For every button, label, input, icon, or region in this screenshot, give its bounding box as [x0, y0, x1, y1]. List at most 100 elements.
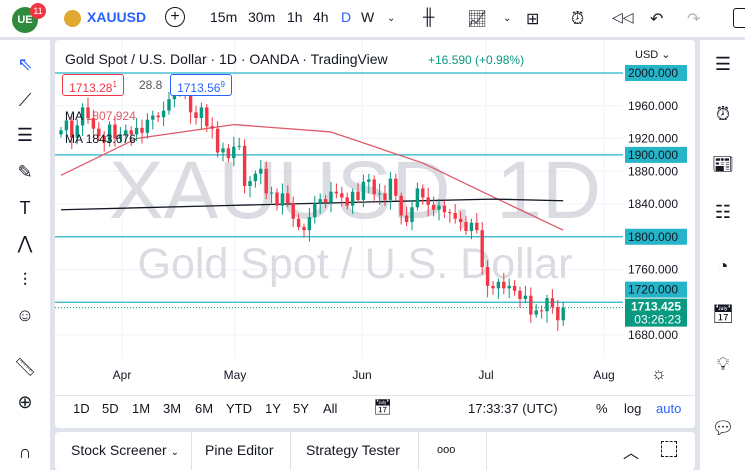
range-5d[interactable]: 5D [102, 401, 119, 416]
collapse-chevron-icon[interactable]: ︿ [623, 445, 640, 462]
fullscreen-icon[interactable] [733, 8, 745, 28]
candle [318, 193, 322, 214]
range-3m[interactable]: 3M [163, 401, 182, 416]
candle-body [97, 128, 101, 137]
watchlist-icon[interactable]: ☰ [714, 54, 732, 74]
add-symbol-button[interactable]: + [165, 7, 185, 27]
chart-title: Gold Spot / U.S. Dollar · 1D · OANDA · T… [65, 51, 388, 67]
candle-body [550, 298, 555, 308]
tab-strategy-tester[interactable]: Strategy Tester [306, 442, 400, 458]
indicators-icon[interactable]: 📈︎ [467, 11, 488, 28]
candle-body [426, 197, 430, 205]
chart-panel[interactable]: XAUUSD, 1D Gold Spot / U.S. Dollar 1960.00… [55, 40, 695, 428]
prediction-icon[interactable]: ⫶ [22, 270, 28, 290]
range-all[interactable]: All [323, 401, 338, 416]
candle [86, 97, 90, 124]
candle-body [394, 178, 398, 196]
news-icon[interactable]: 📰︎ [711, 154, 735, 174]
cursor-icon[interactable]: ⇖ [17, 54, 33, 74]
candle [523, 285, 528, 304]
trendline-icon[interactable]: ⟋ [18, 90, 32, 110]
date-range-icon[interactable]: 📅︎ [373, 399, 393, 416]
price-axis-label: 1680.000 [628, 328, 678, 342]
log-toggle[interactable]: log [624, 401, 642, 416]
zoom-icon[interactable]: ⊕ [17, 392, 33, 412]
percent-toggle[interactable]: % [596, 401, 608, 416]
chevron-down-icon[interactable]: ⌄ [387, 13, 396, 24]
candle [534, 303, 538, 318]
alert-icon[interactable]: ⏰︎ [571, 9, 585, 28]
utc-clock[interactable]: 17:33:37 (UTC) [468, 401, 558, 416]
ma2-legend[interactable]: MA 1843.676 [65, 132, 136, 146]
interval-1h[interactable]: 1h [287, 9, 303, 25]
redo-icon[interactable]: ↷ [687, 11, 701, 28]
chat-icon[interactable]: 💬︎ [711, 418, 735, 438]
gold-icon [64, 10, 81, 27]
candle [529, 287, 533, 323]
buy-button[interactable]: 1713.569 [170, 74, 232, 96]
data-window-icon[interactable]: ☷ [714, 202, 732, 222]
candle-body [475, 222, 479, 231]
level-price-tag [625, 228, 687, 245]
symbol-search[interactable]: XAUUSD [87, 9, 147, 25]
replay-icon[interactable]: ◁◁ [612, 9, 634, 25]
calendar-icon[interactable]: 📅︎ [711, 304, 735, 324]
interval-15m[interactable]: 15m [210, 9, 238, 25]
ask-price: 1713.56 [177, 81, 221, 95]
interval-w[interactable]: W [361, 9, 375, 25]
undo-icon[interactable]: ↶ [650, 11, 664, 28]
candle [388, 172, 393, 210]
candle [210, 117, 214, 139]
ideas-bulb-icon[interactable]: 💡︎ [716, 354, 730, 374]
range-1m[interactable]: 1M [132, 401, 151, 416]
alarm-clock-icon[interactable]: ⏰︎ [715, 104, 731, 124]
candle [307, 208, 312, 242]
range-ytd[interactable]: YTD [226, 401, 252, 416]
range-5y[interactable]: 5Y [293, 401, 309, 416]
candle [399, 192, 403, 225]
layouts-icon[interactable]: ⊞ [526, 11, 540, 28]
pattern-icon[interactable]: ⋀ [17, 233, 33, 253]
candle [118, 127, 123, 142]
candle-body [221, 148, 225, 153]
ma1-legend[interactable]: MA 1807.924 [65, 109, 136, 123]
currency-select[interactable]: USD ⌄ [635, 49, 671, 61]
ruler-icon[interactable]: 📏︎ [13, 357, 37, 377]
emoji-icon[interactable]: ☺ [15, 305, 35, 325]
candle [496, 278, 501, 299]
range-1y[interactable]: 1Y [265, 401, 281, 416]
candle-body [502, 281, 506, 289]
brush-icon[interactable]: ✎ [17, 162, 33, 182]
tab-pine-editor[interactable]: Pine Editor [205, 442, 274, 458]
magnet-icon[interactable]: ∩ [18, 442, 32, 462]
chevron-down-icon[interactable]: ⌄ [503, 13, 512, 24]
auto-toggle[interactable]: auto [656, 401, 682, 416]
range-6m[interactable]: 6M [195, 401, 214, 416]
candle [539, 305, 544, 319]
candle-body [480, 230, 484, 268]
candle [512, 280, 517, 296]
candle [329, 181, 333, 213]
text-icon[interactable]: T [19, 198, 31, 218]
maximize-icon[interactable] [661, 441, 677, 457]
candle-body [340, 193, 344, 198]
candle [275, 188, 279, 211]
fib-icon[interactable]: ☰ [16, 125, 34, 145]
candle-body [118, 134, 123, 139]
interval-30m[interactable]: 30m [248, 9, 276, 25]
candles-icon[interactable]: ╫ [423, 9, 435, 26]
range-1d[interactable]: 1D [73, 401, 90, 416]
candle [59, 127, 63, 138]
tab-stock-screener[interactable]: Stock Screener ⌄ [71, 442, 179, 458]
sell-button[interactable]: 1713.281 [62, 74, 124, 96]
candle [453, 204, 457, 224]
interval-4h[interactable]: 4h [313, 9, 329, 25]
settings-gear-icon[interactable]: ☼ [651, 364, 667, 383]
more-tabs-button[interactable]: ooo [437, 444, 456, 456]
candle [124, 124, 128, 142]
hotlist-icon[interactable]: ◔ [717, 256, 729, 276]
interval-d[interactable]: D [341, 9, 352, 25]
ma1-value: 1807.924 [85, 109, 136, 123]
candle [518, 286, 522, 308]
